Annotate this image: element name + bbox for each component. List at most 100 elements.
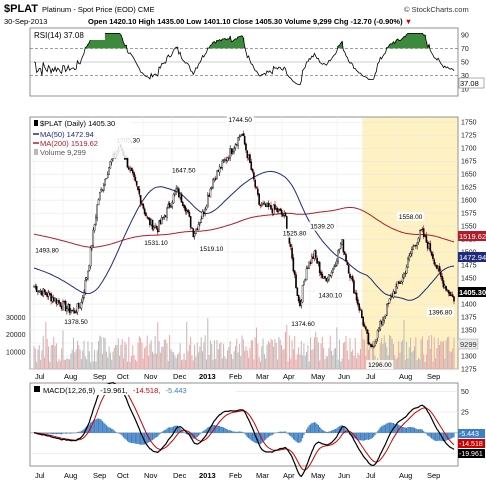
volume-bar xyxy=(204,335,206,369)
macd-hist-bar xyxy=(382,425,384,433)
volume-bar xyxy=(233,351,235,369)
macd-hist-bar xyxy=(70,432,72,434)
volume-bar xyxy=(146,335,148,369)
volume-bar xyxy=(224,356,226,369)
volume-bar xyxy=(141,342,143,369)
volume-bar xyxy=(257,343,259,369)
price-bar xyxy=(446,288,449,293)
price-bar xyxy=(445,285,447,292)
price-tick-label: 1550 xyxy=(461,224,477,231)
macd-hist-bar xyxy=(299,432,301,443)
price-bar-body xyxy=(172,193,175,204)
volume-bar xyxy=(294,336,296,369)
price-bar-body xyxy=(102,184,105,191)
volume-bar xyxy=(88,351,90,369)
macd-hist-bar xyxy=(429,432,431,438)
quote-date: 30-Sep-2013 xyxy=(4,17,48,26)
volume-bar xyxy=(165,339,167,369)
price-bar xyxy=(355,290,358,304)
price-bar-body xyxy=(85,277,88,280)
price-bar xyxy=(374,341,376,347)
price-bar xyxy=(230,148,233,157)
volume-bar xyxy=(33,346,35,369)
macd-hist-bar xyxy=(221,426,223,433)
price-bar-body xyxy=(151,219,154,230)
volume-bar xyxy=(83,340,85,369)
price-bar xyxy=(220,166,222,169)
macd-hist-bar xyxy=(136,432,138,444)
macd-hist-bar xyxy=(158,432,160,435)
price-bar-body xyxy=(387,303,389,305)
macd-hist-bar xyxy=(269,432,271,437)
volume-bar xyxy=(312,349,314,369)
volume-bar xyxy=(399,352,401,369)
price-bar xyxy=(137,186,139,192)
macd-hist-bar xyxy=(315,422,317,433)
price-bar-body xyxy=(279,208,282,211)
price-bar xyxy=(245,142,247,153)
volume-bar xyxy=(92,361,94,369)
volume-bar xyxy=(171,351,173,369)
macd-hist-bar xyxy=(154,432,156,439)
volume-bar xyxy=(386,347,388,369)
macd-legend-prefix: MACD(12,26,9) xyxy=(43,386,96,395)
price-bar-body xyxy=(388,298,391,304)
volume-bar xyxy=(237,352,239,369)
price-bar xyxy=(166,206,168,221)
macd-hist-bar xyxy=(234,431,237,433)
volume-bar xyxy=(76,340,78,369)
price-bar xyxy=(210,186,213,191)
price-bar xyxy=(367,329,370,346)
macd-hist-bar xyxy=(408,426,410,433)
price-bar xyxy=(201,209,204,220)
rsi-tick-label: 50 xyxy=(461,60,469,67)
volume-bar xyxy=(453,337,455,369)
macd-hist-bar xyxy=(196,432,198,438)
price-bar xyxy=(254,178,256,190)
price-bar xyxy=(272,203,275,216)
volume-bar xyxy=(161,346,163,369)
price-bar-body xyxy=(216,170,218,180)
macd-hist-bar xyxy=(303,432,305,436)
price-axis-month-label: Apr xyxy=(283,372,295,381)
macd-hist-bar xyxy=(143,432,146,445)
macd-hist-bar xyxy=(278,431,280,433)
price-bar-body xyxy=(433,259,436,265)
volume-bar xyxy=(313,337,315,369)
macd-hist-bar xyxy=(400,426,402,433)
price-bar xyxy=(433,258,436,267)
price-bar-body xyxy=(168,203,171,208)
price-bar xyxy=(432,251,434,262)
price-bar-body xyxy=(141,203,143,205)
price-bar-body xyxy=(321,273,324,279)
price-bar-body xyxy=(171,202,174,208)
macd-hist-bar xyxy=(357,432,359,441)
price-bar-body xyxy=(311,256,313,264)
price-bar-body xyxy=(429,243,432,252)
volume-bar xyxy=(303,343,305,369)
volume-bar xyxy=(358,355,360,369)
volume-bar xyxy=(183,353,185,369)
macd-hist-bar xyxy=(113,430,115,433)
price-bar-body xyxy=(347,265,350,274)
macd-tick-label: 50 xyxy=(461,389,469,396)
macd-hist-bar xyxy=(287,432,289,435)
price-bar xyxy=(68,303,71,316)
macd-hist-bar xyxy=(396,424,398,433)
price-bar xyxy=(341,239,343,245)
price-annotation-bg xyxy=(397,211,425,221)
price-bar xyxy=(405,264,408,275)
volume-bar xyxy=(411,352,413,369)
price-bar-body xyxy=(156,228,159,233)
volume-bar xyxy=(419,359,421,369)
macd-hist-bar xyxy=(380,426,383,433)
volume-bar xyxy=(316,337,318,369)
volume-bar xyxy=(54,345,56,369)
macd-hist-bar xyxy=(87,425,89,433)
volume-bar xyxy=(435,358,437,369)
macd-hist-bar xyxy=(153,432,155,440)
volume-bar xyxy=(388,334,390,369)
price-bar-body xyxy=(411,249,413,255)
price-bar-body xyxy=(185,210,188,213)
price-bar xyxy=(263,201,266,206)
